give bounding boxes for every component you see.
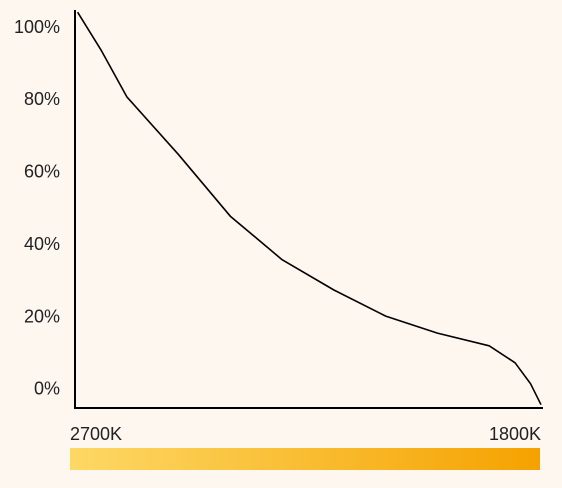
x-tick-label: 1800K — [489, 424, 541, 444]
color-temperature-bar — [70, 448, 540, 470]
y-tick-label: 20% — [24, 306, 60, 326]
y-tick-label: 60% — [24, 162, 60, 182]
line-series — [76, 11, 542, 406]
y-tick-label: 80% — [24, 89, 60, 109]
y-tick-label: 40% — [24, 234, 60, 254]
x-tick-label: 2700K — [70, 424, 122, 444]
y-tick-label: 100% — [14, 17, 60, 37]
y-tick-label: 0% — [34, 379, 60, 399]
